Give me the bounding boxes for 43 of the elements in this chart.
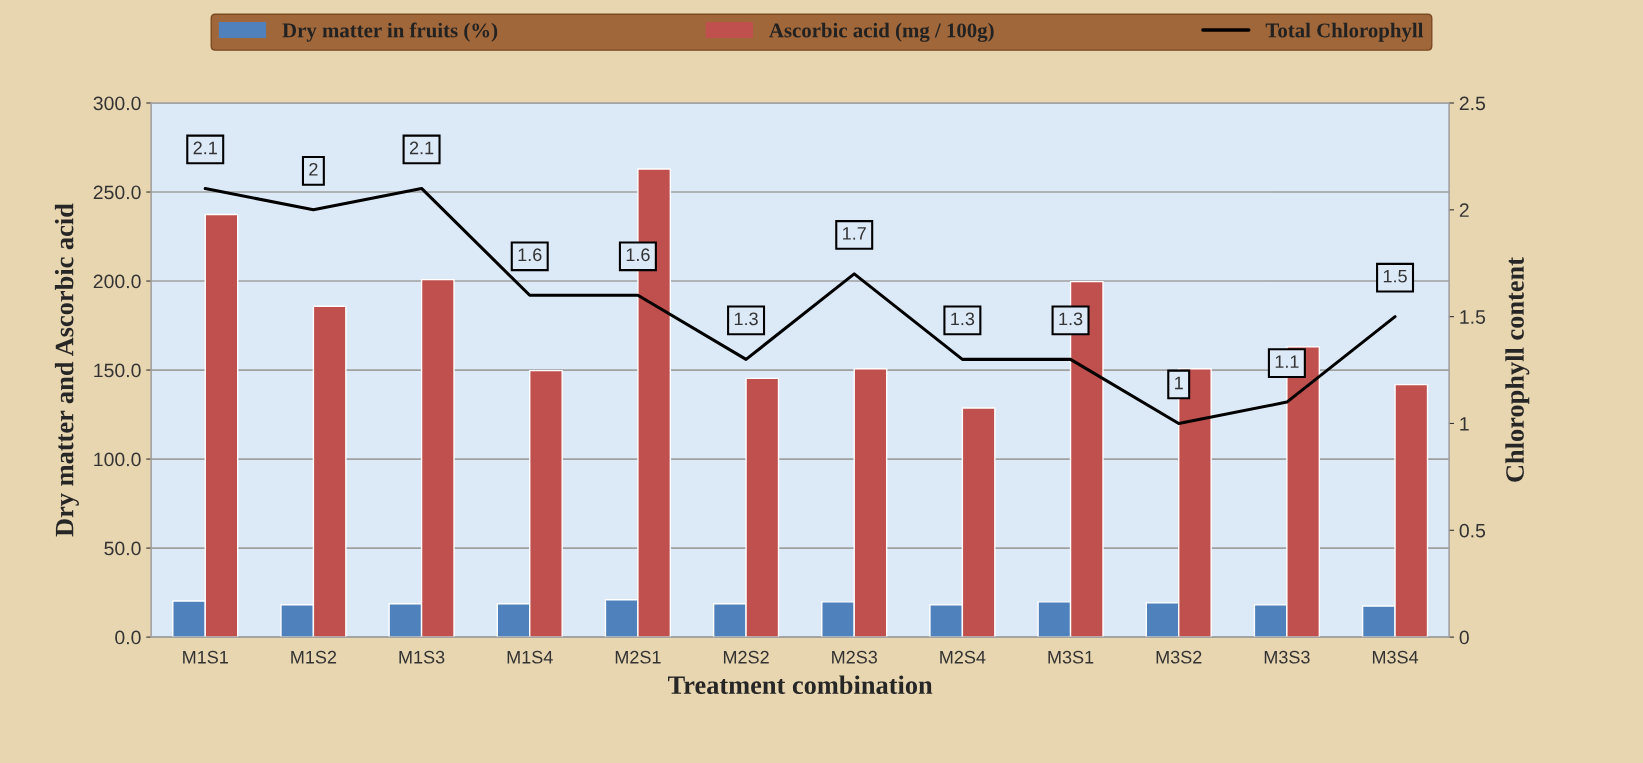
y-tick-label: 200.0 <box>93 274 141 289</box>
legend-label: Total Chlorophyll <box>1265 22 1424 42</box>
y2-tick-label: 0 <box>1459 630 1469 645</box>
data-label: 2 <box>309 162 318 176</box>
x-tick-label: M2S1 <box>615 650 661 664</box>
y-tick-label: 100.0 <box>94 452 141 467</box>
y-axis-title: Dry matter and Ascorbic acid <box>54 203 79 537</box>
data-label: 1.6 <box>518 248 542 262</box>
y2-tick-label: 1 <box>1460 417 1469 431</box>
data-label: 1.5 <box>1383 269 1407 283</box>
x-tick-label: M1S1 <box>183 650 228 664</box>
x-tick-label: M1S4 <box>507 650 553 664</box>
data-label: 1.3 <box>951 312 975 326</box>
x-tick-label: M3S1 <box>1048 650 1094 664</box>
x-tick-label: M2S2 <box>723 650 769 664</box>
data-label: 2.1 <box>409 141 434 155</box>
y-tick-label: 300.0 <box>93 96 141 111</box>
y-tick-label: 0.0 <box>115 630 141 645</box>
data-label: 1.7 <box>843 227 866 240</box>
data-label: 1 <box>1175 376 1183 390</box>
data-label: 1.1 <box>1275 355 1299 368</box>
x-tick-label: M2S4 <box>940 650 986 664</box>
x-tick-label: M3S4 <box>1372 650 1419 664</box>
y2-axis-title: Chlorophyll content <box>1505 257 1530 482</box>
data-label: 1.6 <box>626 248 650 262</box>
x-axis-title: Treatment combination <box>668 675 933 695</box>
legend-label: Ascorbic acid (mg / 100g) <box>769 22 994 42</box>
y2-tick-label: 0.5 <box>1459 523 1486 538</box>
y-tick-label: 250.0 <box>93 185 141 200</box>
y2-tick-label: 2.5 <box>1459 96 1486 111</box>
x-tick-label: M1S3 <box>399 650 445 664</box>
data-label: 1.3 <box>1059 312 1083 326</box>
legend-label: Dry matter in fruits (%) <box>282 22 498 42</box>
x-tick-label: M3S2 <box>1156 650 1202 664</box>
x-tick-label: M2S3 <box>832 650 878 664</box>
x-tick-label: M3S3 <box>1264 650 1310 664</box>
y2-tick-label: 2 <box>1459 203 1469 217</box>
x-tick-label: M1S2 <box>291 650 337 664</box>
data-label: 1.3 <box>734 312 758 326</box>
y-tick-label: 50.0 <box>104 541 141 556</box>
data-label: 2.1 <box>193 141 217 155</box>
y-tick-label: 150.0 <box>94 363 141 378</box>
y2-tick-label: 1.5 <box>1460 310 1486 324</box>
